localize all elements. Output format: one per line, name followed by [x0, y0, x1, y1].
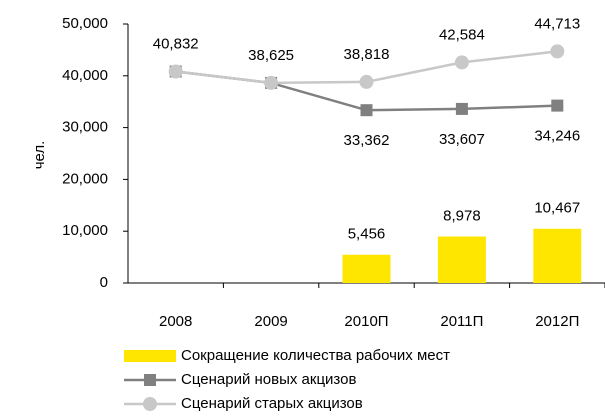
y-tick-label: 0 [100, 274, 108, 291]
data-label: 33,607 [439, 131, 485, 148]
bar [342, 254, 391, 283]
data-label: 33,362 [344, 132, 390, 149]
marker [551, 99, 564, 112]
data-label: 10,467 [534, 200, 580, 217]
data-label: 38,625 [248, 47, 294, 64]
marker [550, 44, 565, 59]
marker [454, 55, 469, 70]
legend-label: Сокращение количества рабочих мест [181, 347, 450, 364]
marker [359, 74, 374, 89]
legend-label: Сценарий новых акцизов [181, 371, 356, 388]
data-label: 38,818 [344, 46, 390, 63]
y-tick-label: 20,000 [62, 170, 108, 187]
y-tick-label: 40,000 [62, 67, 108, 84]
x-tick-label: 2010П [344, 313, 388, 330]
x-tick-label: 2009 [254, 313, 287, 330]
data-label: 5,456 [348, 226, 386, 243]
y-tick-label: 50,000 [62, 15, 108, 32]
x-tick-label: 2011П [440, 313, 483, 330]
x-tick-label: 2008 [159, 313, 192, 330]
marker [455, 102, 468, 115]
marker [360, 104, 373, 117]
legend-marker [143, 397, 157, 411]
data-label: 8,978 [443, 207, 481, 224]
legend-swatch [124, 350, 176, 362]
data-label: 44,713 [534, 15, 580, 32]
marker [264, 75, 279, 90]
data-label: 42,584 [439, 26, 485, 43]
bar [437, 236, 486, 283]
y-axis-label: чел. [31, 141, 48, 170]
x-tick-label: 2012П [535, 313, 579, 330]
y-tick-label: 10,000 [62, 222, 108, 239]
bar [533, 228, 582, 283]
data-label: 34,246 [534, 128, 580, 145]
data-label: 40,832 [153, 35, 199, 52]
y-tick-label: 30,000 [62, 119, 108, 136]
legend-label: Сценарий старых акцизов [181, 395, 363, 412]
marker [168, 64, 183, 79]
legend-marker [144, 374, 156, 386]
